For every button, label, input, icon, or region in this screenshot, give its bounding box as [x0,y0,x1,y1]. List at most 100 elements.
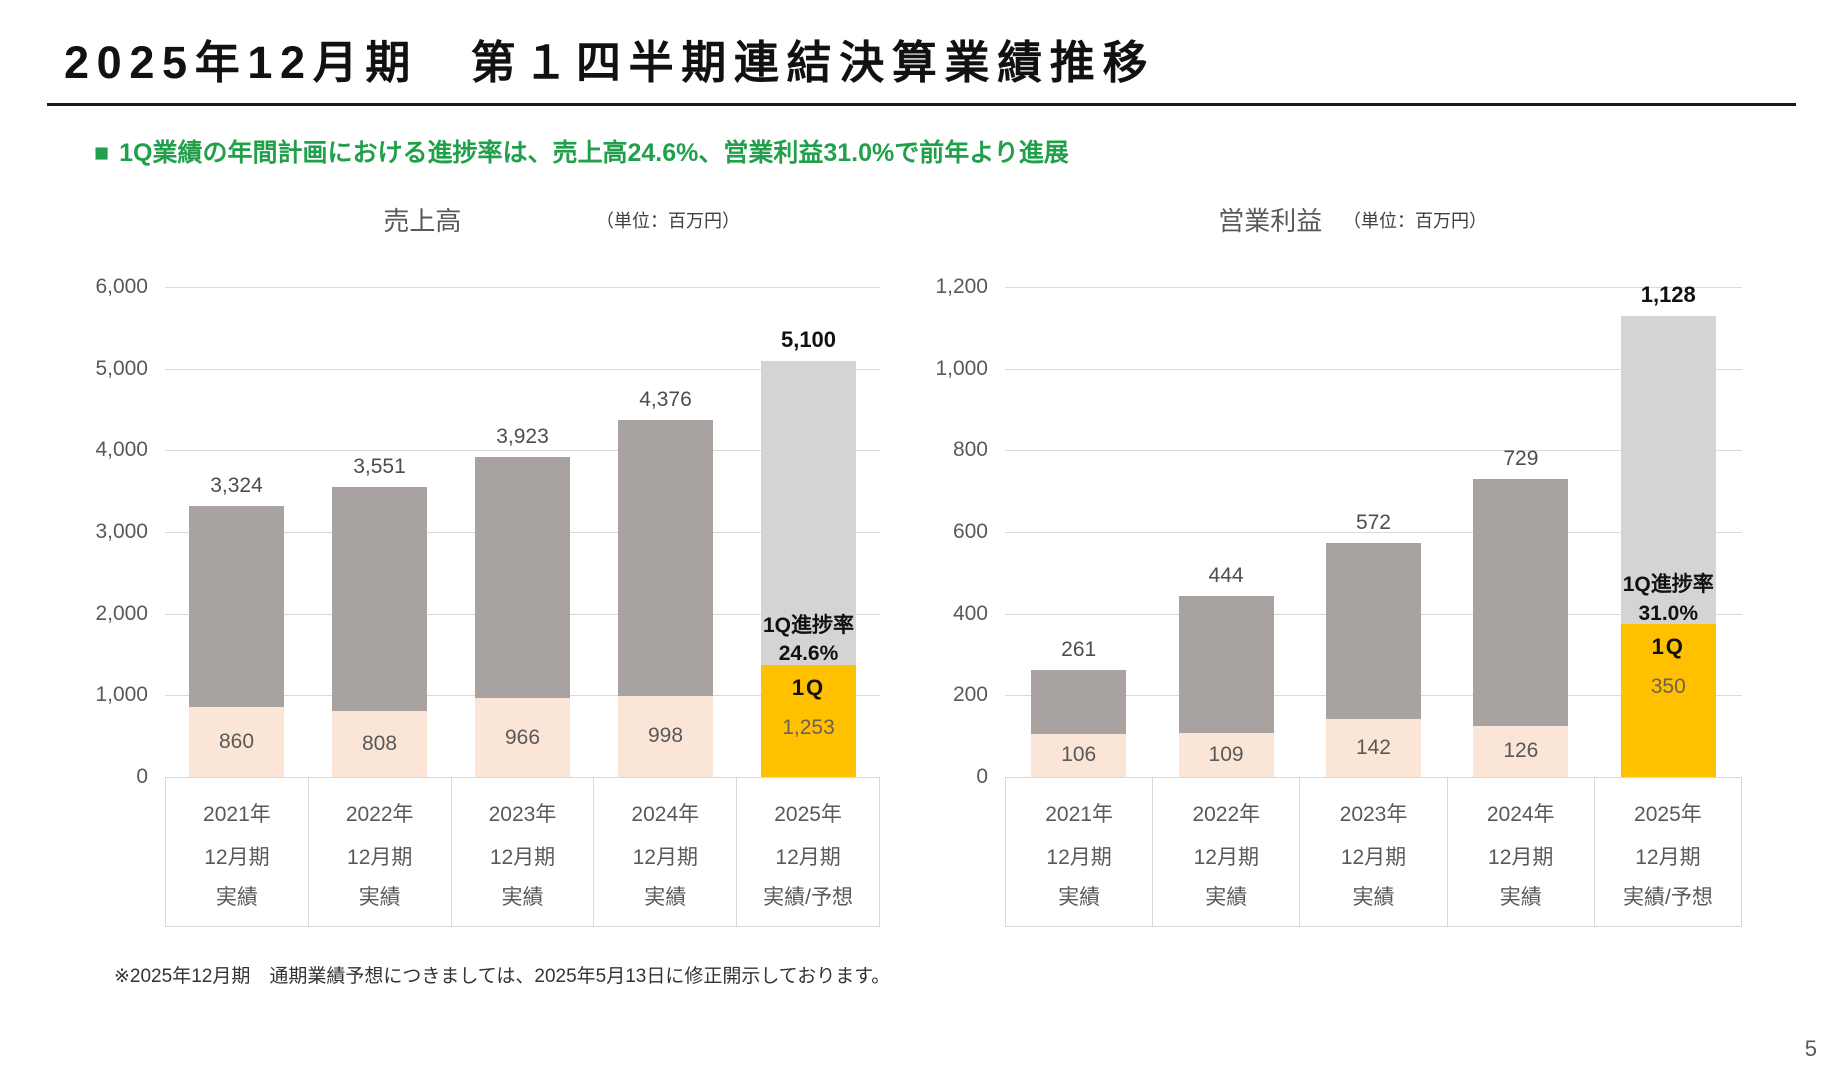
chart-title: 営業利益 [1218,206,1323,236]
q1-segment: 998 [618,695,713,777]
category-period: 12月期 [489,846,556,869]
gridline [165,777,880,778]
stacked-bar: 5,100 1Q進捗率 24.6% 1Q 1,253 [761,327,856,777]
y-axis-tick-label: 2,000 [95,601,148,625]
page-title: 2025年12月期 第１四半期連結決算業績推移 [64,37,1156,88]
q1-value-label: 126 [1503,739,1539,763]
q1-value-label: 966 [504,725,541,749]
category-period: 12月期 [775,846,841,869]
x-axis-category-table: 2021年 12月期 実績 2022年 12月期 実績 2023年 12月期 実績 2024年 12… [165,777,880,927]
progress-rate-annotation: 1Q進捗率 24.6% [763,612,854,669]
y-axis-tick-label: 1,000 [95,683,148,707]
category-year: 2023年 [488,803,557,826]
y-axis-tick-label: 3,000 [95,520,148,543]
category-period: 12月期 [1046,846,1112,869]
key-message-text: 1Q業績の年間計画における進捗率は、売上高24.6%、営業利益31.0%で前年よ… [119,139,1069,167]
y-axis-tick-label: 0 [136,765,148,788]
q1-tag-label: 1Q [1651,634,1685,660]
q1-tag-label: 1Q [791,674,826,700]
bar-total-label: 572 [1355,511,1391,535]
category-kind: 実績 [1058,886,1101,909]
y-axis-tick-label: 600 [952,520,988,543]
category-cell: 2021年 12月期実績 [1005,778,1152,926]
category-kind: 実績 [1352,886,1395,909]
q1-segment: 106 [1031,733,1127,777]
category-period: 12月期 [1340,846,1407,869]
category-cell: 2022年 12月期実績 [307,778,451,926]
chart-header: 営業利益 （単位：百万円） [1005,197,1742,241]
chart-title: 売上高 [383,206,462,236]
category-cell: 2023年 12月期実績 [1299,778,1446,926]
bar-total-label: 4,376 [639,387,692,411]
stacked-bar: 3,923 966 [475,425,570,777]
charts-row: 売上高 （単位：百万円） 3,324 860 3,551 808 3,923 966 4,3… [0,197,1843,927]
q1-segment: 1Q 350 [1620,624,1716,777]
category-kind: 実績/予想 [763,886,853,909]
q1-value-label: 998 [647,724,684,748]
y-axis-tick-label: 200 [952,683,988,707]
category-kind: 実績 [215,886,258,909]
gridline [1005,287,1742,288]
category-year: 2023年 [1339,803,1408,826]
operating-profit-chart: 営業利益 （単位：百万円） 261 106 444 109 572 142 729 126 1,… [910,197,1743,927]
category-cell: 2025年 12月期 実績/予想 [1593,778,1743,926]
key-message: ■ 1Q業績の年間計画における進捗率は、売上高24.6%、営業利益31.0%で前年… [94,133,1843,169]
category-period: 12月期 [204,846,270,869]
y-axis-tick-label: 800 [952,438,988,462]
category-kind: 実績 [1205,886,1248,909]
q1-segment: 966 [475,698,570,777]
y-axis-tick-label: 4,000 [95,438,148,462]
bar-total-label: 3,923 [496,424,549,448]
category-kind: 実績 [1499,886,1542,909]
category-period: 12月期 [632,846,698,869]
category-year: 2021年 [1045,803,1113,826]
stacked-bar: 444 109 [1178,564,1274,777]
revenue-chart: 売上高 （単位：百万円） 3,324 860 3,551 808 3,923 966 4,3… [70,197,880,927]
category-period: 12月期 [1488,846,1554,869]
bullet-square-icon: ■ [94,139,110,167]
stacked-bar: 729 126 [1473,447,1569,777]
q1-value-label: 350 [1650,675,1686,699]
y-axis-tick-label: 1,200 [935,275,988,298]
bar-total-label: 1,128 [1640,282,1696,308]
y-axis-tick-label: 5,000 [95,356,148,380]
category-kind: 実績 [644,886,687,909]
chart-unit-label: （単位：百万円） [596,211,740,231]
q1-value-label: 860 [218,729,255,753]
progress-rate-annotation: 1Q進捗率 31.0% [1623,571,1714,628]
bar-total-label: 444 [1208,563,1244,587]
gridline [1005,450,1742,452]
q1-segment: 1Q 1,253 [761,664,856,777]
category-kind: 実績 [358,886,401,909]
category-cell: 2023年 12月期実績 [450,778,594,926]
category-cell: 2025年 12月期 実績/予想 [736,778,880,926]
progress-rate-value: 31.0% [1638,601,1699,625]
y-axis-tick-label: 1,000 [935,356,988,380]
category-year: 2025年 [1634,803,1702,826]
y-axis-tick-label: 6,000 [95,275,148,298]
category-year: 2022年 [345,803,414,826]
category-kind: 実績 [501,886,544,909]
q1-segment: 109 [1178,732,1274,777]
q1-segment: 808 [332,711,427,777]
y-axis-tick-label: 400 [952,601,988,625]
stacked-bar: 3,324 860 [189,474,284,777]
category-cell: 2022年 12月期 実績 [1152,778,1299,926]
stacked-bar: 4,376 998 [618,388,713,777]
gridline [1005,368,1742,370]
progress-rate-value: 24.6% [778,642,839,666]
q1-value-label: 808 [361,732,398,756]
page-number: 5 [1804,1036,1817,1061]
q1-segment: 142 [1325,719,1421,777]
bar-total-label: 729 [1503,447,1539,471]
gridline [1005,777,1742,778]
bars: 3,324 860 3,551 808 3,923 966 4,376 998 5,100 1Q進… [165,287,880,777]
stacked-bar: 1,128 1Q進捗率 31.0% 1Q 350 [1620,282,1716,777]
gridline [165,450,880,452]
stacked-bar: 3,551 808 [332,455,427,777]
q1-value-label: 142 [1355,736,1391,760]
gridline [165,368,880,370]
category-cell: 2024年 12月期 実績 [1446,778,1594,926]
q1-segment: 126 [1473,725,1569,777]
category-period: 12月期 [347,846,413,869]
